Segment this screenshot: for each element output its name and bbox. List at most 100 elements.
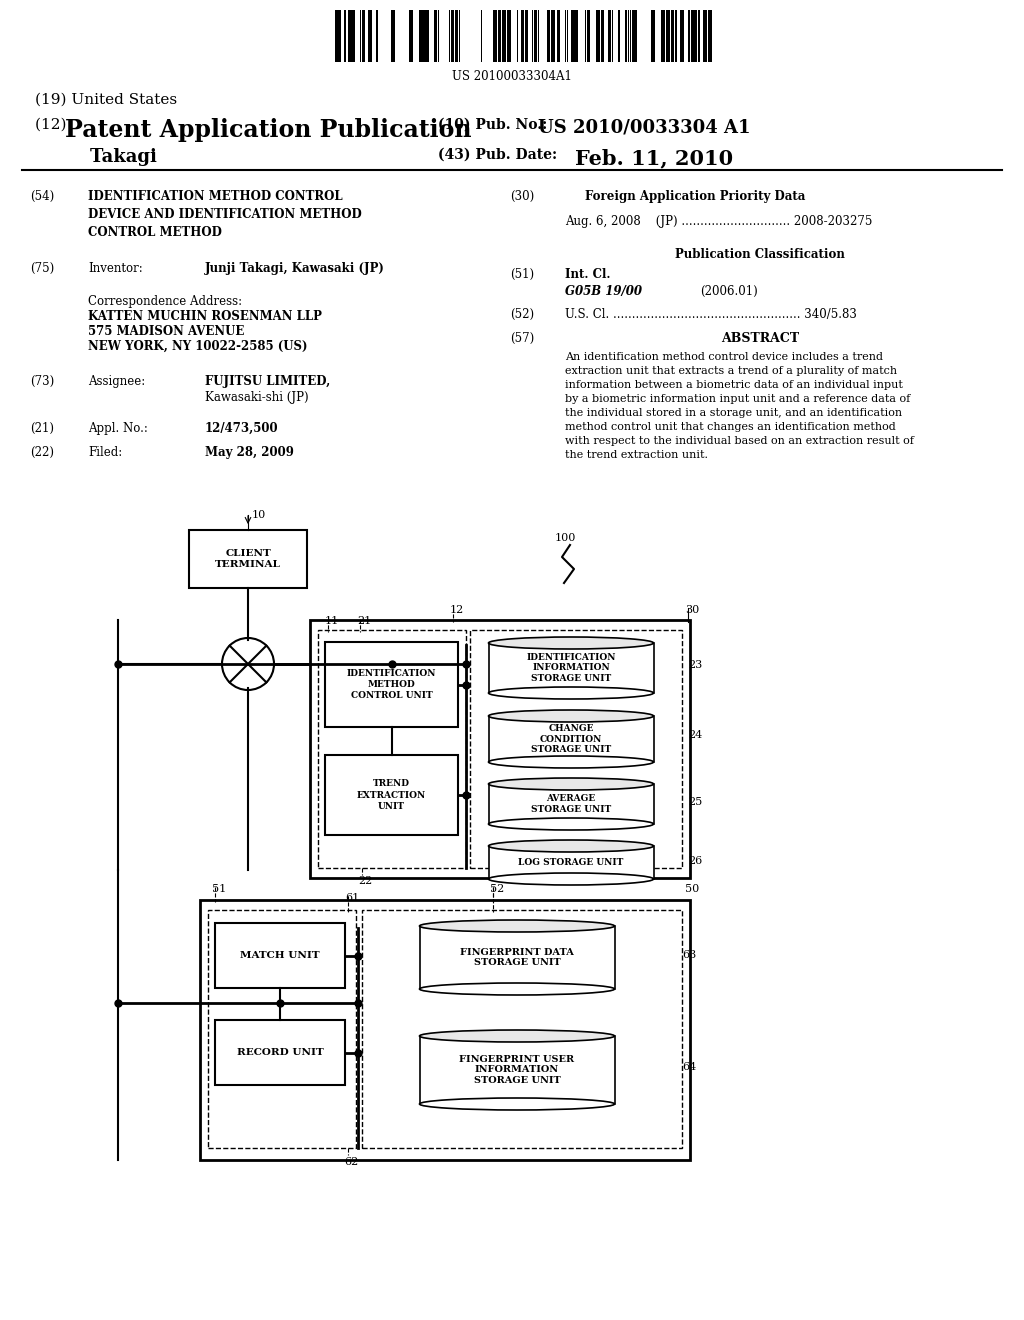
Text: (2006.01): (2006.01): [700, 285, 758, 298]
Bar: [596, 11, 600, 62]
Text: Correspondence Address:: Correspondence Address:: [88, 294, 242, 308]
Text: (10) Pub. No.:: (10) Pub. No.:: [438, 117, 547, 132]
Text: Publication Classification: Publication Classification: [675, 248, 845, 261]
Ellipse shape: [488, 686, 653, 700]
Ellipse shape: [488, 840, 653, 851]
Text: CHANGE
CONDITION
STORAGE UNIT: CHANGE CONDITION STORAGE UNIT: [530, 725, 611, 754]
Bar: [434, 11, 437, 62]
Ellipse shape: [420, 983, 614, 995]
Text: 22: 22: [358, 876, 373, 886]
Bar: [688, 11, 690, 62]
Bar: [547, 11, 550, 62]
Text: Inventor:: Inventor:: [88, 261, 142, 275]
Bar: [335, 11, 339, 62]
Bar: [625, 11, 627, 62]
Text: Aug. 6, 2008    (JP) ............................. 2008-203275: Aug. 6, 2008 (JP) ......................…: [565, 215, 872, 228]
Bar: [525, 11, 528, 62]
Ellipse shape: [420, 920, 614, 932]
Ellipse shape: [488, 710, 653, 722]
Text: U.S. Cl. .................................................. 340/5.83: U.S. Cl. ...............................…: [565, 308, 857, 321]
Bar: [391, 11, 395, 62]
Text: 61: 61: [345, 894, 359, 903]
Text: 63: 63: [682, 950, 696, 960]
Ellipse shape: [488, 638, 653, 649]
Text: 25: 25: [688, 797, 702, 807]
Text: An identification method control device includes a trend
extraction unit that ex: An identification method control device …: [565, 352, 913, 459]
Bar: [488, 784, 653, 824]
Text: NEW YORK, NY 10022-2585 (US): NEW YORK, NY 10022-2585 (US): [88, 341, 307, 352]
Bar: [534, 11, 537, 62]
Bar: [705, 11, 707, 62]
Text: FINGERPRINT USER
INFORMATION
STORAGE UNIT: FINGERPRINT USER INFORMATION STORAGE UNI…: [460, 1055, 574, 1085]
Text: Filed:: Filed:: [88, 446, 122, 459]
Text: RECORD UNIT: RECORD UNIT: [237, 1048, 324, 1057]
Bar: [348, 11, 351, 62]
Ellipse shape: [420, 1098, 614, 1110]
Text: 100: 100: [555, 533, 577, 543]
Text: (75): (75): [30, 261, 54, 275]
Bar: [691, 11, 694, 62]
Bar: [551, 11, 555, 62]
Text: ABSTRACT: ABSTRACT: [721, 333, 799, 345]
Bar: [351, 11, 355, 62]
Text: (43) Pub. Date:: (43) Pub. Date:: [438, 148, 557, 162]
Text: 23: 23: [688, 660, 702, 671]
Text: 575 MADISON AVENUE: 575 MADISON AVENUE: [88, 325, 245, 338]
Text: (57): (57): [510, 333, 535, 345]
Bar: [362, 909, 682, 1148]
Text: 12/473,500: 12/473,500: [205, 422, 279, 436]
Text: KATTEN MUCHIN ROSENMAN LLP: KATTEN MUCHIN ROSENMAN LLP: [88, 310, 322, 323]
Text: 12: 12: [450, 605, 464, 615]
Text: Feb. 11, 2010: Feb. 11, 2010: [575, 148, 733, 168]
Bar: [215, 1020, 345, 1085]
Bar: [310, 620, 690, 878]
Text: Int. Cl.: Int. Cl.: [565, 268, 610, 281]
Bar: [574, 11, 578, 62]
Text: 50: 50: [685, 884, 699, 894]
Text: 24: 24: [688, 730, 702, 741]
Text: LOG STORAGE UNIT: LOG STORAGE UNIT: [518, 858, 624, 867]
Text: MATCH UNIT: MATCH UNIT: [241, 950, 319, 960]
Bar: [587, 11, 590, 62]
Text: Appl. No.:: Appl. No.:: [88, 422, 147, 436]
Text: (22): (22): [30, 446, 54, 459]
Text: G05B 19/00: G05B 19/00: [565, 285, 642, 298]
Bar: [498, 11, 501, 62]
Text: IDENTIFICATION
INFORMATION
STORAGE UNIT: IDENTIFICATION INFORMATION STORAGE UNIT: [526, 653, 615, 682]
Text: Patent Application Publication: Patent Application Publication: [65, 117, 471, 143]
Bar: [488, 715, 653, 762]
Text: FUJITSU LIMITED,: FUJITSU LIMITED,: [205, 375, 331, 388]
Text: IDENTIFICATION METHOD CONTROL
DEVICE AND IDENTIFICATION METHOD
CONTROL METHOD: IDENTIFICATION METHOD CONTROL DEVICE AND…: [88, 190, 361, 239]
Bar: [666, 11, 670, 62]
Ellipse shape: [420, 1030, 614, 1041]
Text: Kawasaki-shi (JP): Kawasaki-shi (JP): [205, 391, 308, 404]
Text: (12): (12): [35, 117, 72, 132]
Bar: [571, 11, 573, 62]
Text: (54): (54): [30, 190, 54, 203]
Bar: [470, 630, 682, 869]
Text: 51: 51: [212, 884, 226, 894]
Ellipse shape: [488, 777, 653, 789]
Ellipse shape: [488, 756, 653, 768]
Bar: [376, 11, 378, 62]
Bar: [488, 643, 653, 693]
Text: (21): (21): [30, 422, 54, 436]
Text: (30): (30): [510, 190, 535, 203]
Text: US 20100033304A1: US 20100033304A1: [452, 70, 572, 83]
Bar: [423, 11, 427, 62]
Bar: [557, 11, 560, 62]
Bar: [200, 900, 690, 1160]
Bar: [651, 11, 655, 62]
Bar: [420, 927, 614, 989]
Bar: [507, 11, 511, 62]
Bar: [318, 630, 466, 869]
Bar: [368, 11, 372, 62]
Bar: [451, 11, 454, 62]
Text: TREND
EXTRACTION
UNIT: TREND EXTRACTION UNIT: [357, 779, 426, 810]
Bar: [419, 11, 423, 62]
Bar: [502, 11, 506, 62]
Text: Takagi: Takagi: [65, 148, 157, 166]
Bar: [694, 11, 697, 62]
Bar: [671, 11, 674, 62]
Bar: [339, 11, 341, 62]
